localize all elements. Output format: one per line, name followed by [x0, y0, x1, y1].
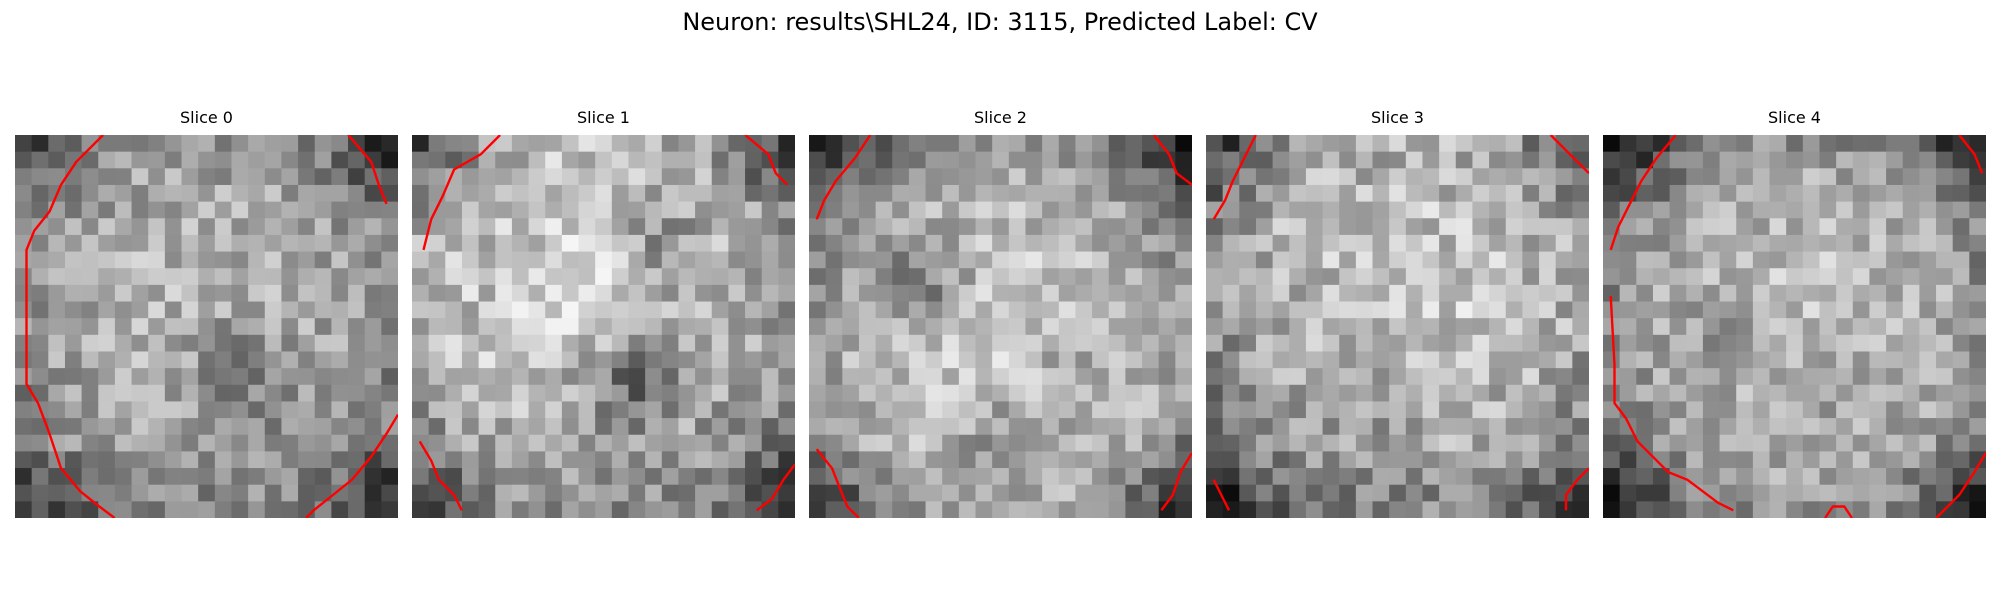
- slice-title: Slice 4: [1768, 108, 1821, 127]
- pixel-grid: [1206, 135, 1589, 518]
- contour-line: [347, 135, 388, 205]
- slice-image: [1603, 135, 1986, 518]
- figure-title: Neuron: results\SHL24, ID: 3115, Predict…: [682, 8, 1318, 36]
- pixel-grid: [412, 135, 795, 518]
- slice-title: Slice 2: [974, 108, 1027, 127]
- contour-line: [1549, 135, 1589, 175]
- slice-image: [15, 135, 398, 518]
- contour-line: [1160, 452, 1192, 512]
- contour-line: [744, 135, 789, 186]
- contour-line: [422, 135, 501, 251]
- contour-line: [1609, 295, 1734, 512]
- contour-line: [815, 135, 872, 220]
- contour-line: [1212, 135, 1257, 220]
- contour-line: [1212, 479, 1231, 511]
- slice-image: [412, 135, 795, 518]
- contour-line: [815, 448, 860, 518]
- slice-image: [1206, 135, 1589, 518]
- contour-line: [1152, 135, 1192, 186]
- contour-line: [1958, 135, 1984, 174]
- contour-line: [1609, 135, 1677, 251]
- contour-line: [755, 463, 795, 512]
- contour-line: [25, 135, 116, 518]
- contour-line: [1935, 452, 1986, 518]
- contour-line: [1824, 505, 1853, 518]
- slice-title: Slice 1: [577, 108, 630, 127]
- contour-line: [1564, 467, 1589, 511]
- slice-title: Slice 0: [180, 108, 233, 127]
- slice-title: Slice 3: [1371, 108, 1424, 127]
- contour-line: [305, 413, 398, 518]
- contour-line: [418, 440, 463, 511]
- pixel-grid: [809, 135, 1192, 518]
- pixel-grid: [15, 135, 398, 518]
- pixel-grid: [1603, 135, 1986, 518]
- slice-image: [809, 135, 1192, 518]
